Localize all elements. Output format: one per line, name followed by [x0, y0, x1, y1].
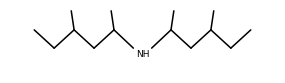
Text: NH: NH: [136, 50, 149, 59]
